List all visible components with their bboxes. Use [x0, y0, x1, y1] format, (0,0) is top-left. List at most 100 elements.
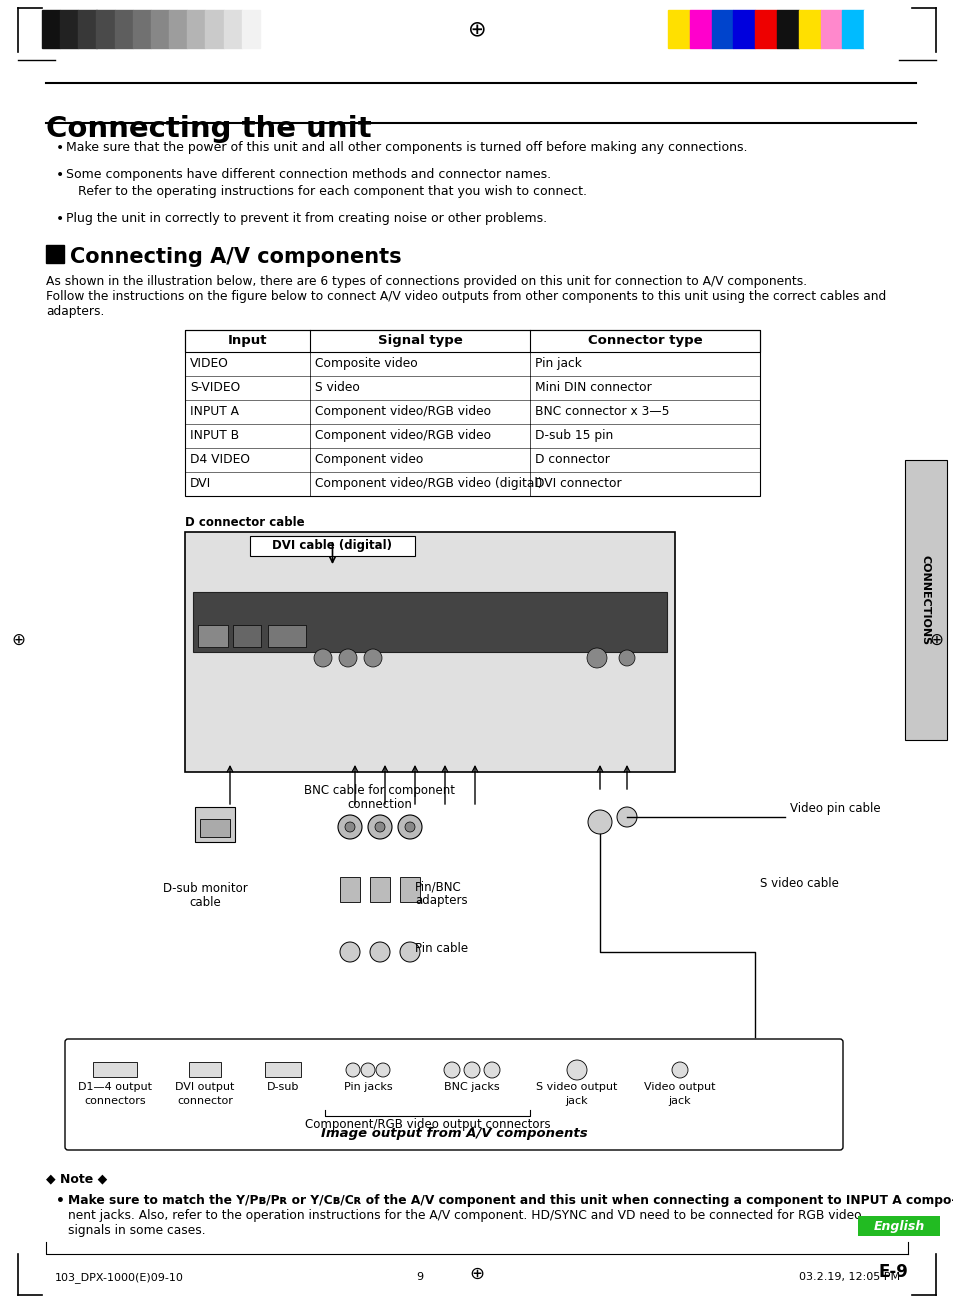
Circle shape	[618, 650, 635, 666]
Text: 103_DPX-1000(E)09-10: 103_DPX-1000(E)09-10	[55, 1272, 184, 1283]
Text: Component video: Component video	[314, 454, 423, 465]
Text: 03.2.19, 12:05 PM: 03.2.19, 12:05 PM	[798, 1272, 899, 1282]
FancyBboxPatch shape	[65, 1040, 842, 1150]
Bar	[904, 460, 946, 739]
Text: DVI connector: DVI connector	[535, 477, 621, 490]
Text: S video: S video	[314, 382, 359, 395]
Bar	[798, 10, 820, 49]
Bar	[265, 1062, 301, 1078]
Text: •: •	[56, 1194, 65, 1207]
Circle shape	[375, 822, 385, 832]
Text: Follow the instructions on the figure below to connect A/V video outputs from ot: Follow the instructions on the figure be…	[46, 290, 885, 303]
Text: DVI: DVI	[190, 477, 211, 490]
Circle shape	[338, 649, 356, 667]
Bar	[223, 10, 241, 49]
Text: jack: jack	[668, 1096, 691, 1106]
Circle shape	[337, 815, 361, 839]
Text: BNC jacks: BNC jacks	[444, 1082, 499, 1092]
Bar	[194, 808, 234, 842]
Bar	[776, 10, 798, 49]
Circle shape	[617, 808, 637, 827]
Circle shape	[314, 649, 332, 667]
Circle shape	[339, 943, 359, 962]
Text: Pin/BNC: Pin/BNC	[415, 880, 461, 893]
Text: signals in some cases.: signals in some cases.	[68, 1224, 206, 1238]
Text: Component video/RGB video: Component video/RGB video	[314, 429, 491, 442]
Bar	[198, 625, 228, 648]
Text: •: •	[56, 142, 64, 155]
Text: connectors: connectors	[84, 1096, 146, 1106]
Bar	[185, 330, 760, 351]
Text: Video pin cable: Video pin cable	[789, 802, 880, 815]
Text: D-sub monitor: D-sub monitor	[162, 882, 247, 895]
Text: 9: 9	[416, 1272, 423, 1282]
Bar	[233, 625, 261, 648]
Bar	[200, 819, 230, 836]
Bar	[863, 10, 885, 49]
Text: Refer to the operating instructions for each component that you wish to connect.: Refer to the operating instructions for …	[78, 185, 586, 198]
Circle shape	[671, 1062, 687, 1078]
Text: Connecting the unit: Connecting the unit	[46, 115, 372, 143]
Text: D4 VIDEO: D4 VIDEO	[190, 454, 250, 465]
Text: ⊕: ⊕	[11, 631, 25, 649]
Text: BNC connector x 3—5: BNC connector x 3—5	[535, 405, 669, 418]
Bar	[96, 10, 114, 49]
Text: INPUT B: INPUT B	[190, 429, 239, 442]
Text: INPUT A: INPUT A	[190, 405, 239, 418]
Bar	[187, 10, 205, 49]
Circle shape	[566, 1061, 586, 1080]
Text: •: •	[56, 212, 64, 225]
Text: Composite video: Composite video	[314, 357, 417, 370]
Bar	[370, 877, 390, 902]
Text: Video output: Video output	[643, 1082, 715, 1092]
Bar	[399, 877, 419, 902]
Circle shape	[364, 649, 381, 667]
Bar	[841, 10, 863, 49]
Circle shape	[587, 810, 612, 834]
Circle shape	[586, 648, 606, 669]
Bar	[689, 10, 711, 49]
Bar	[339, 877, 359, 902]
Bar	[820, 10, 841, 49]
Bar	[78, 10, 96, 49]
Circle shape	[375, 1063, 390, 1078]
Text: ⊕: ⊕	[928, 631, 942, 649]
Text: adapters: adapters	[415, 894, 467, 907]
Circle shape	[360, 1063, 375, 1078]
Bar	[733, 10, 755, 49]
Bar	[185, 532, 675, 772]
Text: Component video/RGB video: Component video/RGB video	[314, 405, 491, 418]
Bar	[114, 10, 132, 49]
Text: •: •	[56, 168, 64, 182]
Text: Mini DIN connector: Mini DIN connector	[535, 382, 651, 395]
Text: ⊕: ⊕	[467, 18, 486, 39]
Bar	[169, 10, 187, 49]
Text: Pin jack: Pin jack	[535, 357, 581, 370]
Circle shape	[345, 822, 355, 832]
Text: S-VIDEO: S-VIDEO	[190, 382, 240, 395]
Bar	[46, 245, 64, 264]
Bar	[42, 10, 60, 49]
Bar	[132, 10, 151, 49]
Text: Pin jacks: Pin jacks	[343, 1082, 392, 1092]
Text: DVI cable (digital): DVI cable (digital)	[273, 539, 392, 552]
Text: VIDEO: VIDEO	[190, 357, 229, 370]
Bar	[151, 10, 169, 49]
Text: Make sure that the power of this unit and all other components is turned off bef: Make sure that the power of this unit an…	[66, 142, 747, 153]
Bar	[205, 10, 223, 49]
Text: Make sure to match the Y/Pʙ/Pʀ or Y/Cʙ/Cʀ of the A/V component and this unit whe: Make sure to match the Y/Pʙ/Pʀ or Y/Cʙ/C…	[68, 1194, 953, 1207]
Text: D-sub: D-sub	[267, 1082, 299, 1092]
Text: D-sub 15 pin: D-sub 15 pin	[535, 429, 613, 442]
Bar	[60, 10, 78, 49]
Bar	[711, 10, 733, 49]
Text: jack: jack	[565, 1096, 588, 1106]
Text: ⊕: ⊕	[469, 1265, 484, 1283]
Text: connection: connection	[347, 798, 412, 812]
Bar	[857, 1217, 939, 1236]
Text: As shown in the illustration below, there are 6 types of connections provided on: As shown in the illustration below, ther…	[46, 275, 806, 288]
Bar	[92, 1062, 137, 1078]
Circle shape	[463, 1062, 479, 1078]
Circle shape	[483, 1062, 499, 1078]
Text: Image output from A/V components: Image output from A/V components	[320, 1127, 587, 1141]
Text: nent jacks. Also, refer to the operation instructions for the A/V component. HD/: nent jacks. Also, refer to the operation…	[68, 1209, 861, 1222]
